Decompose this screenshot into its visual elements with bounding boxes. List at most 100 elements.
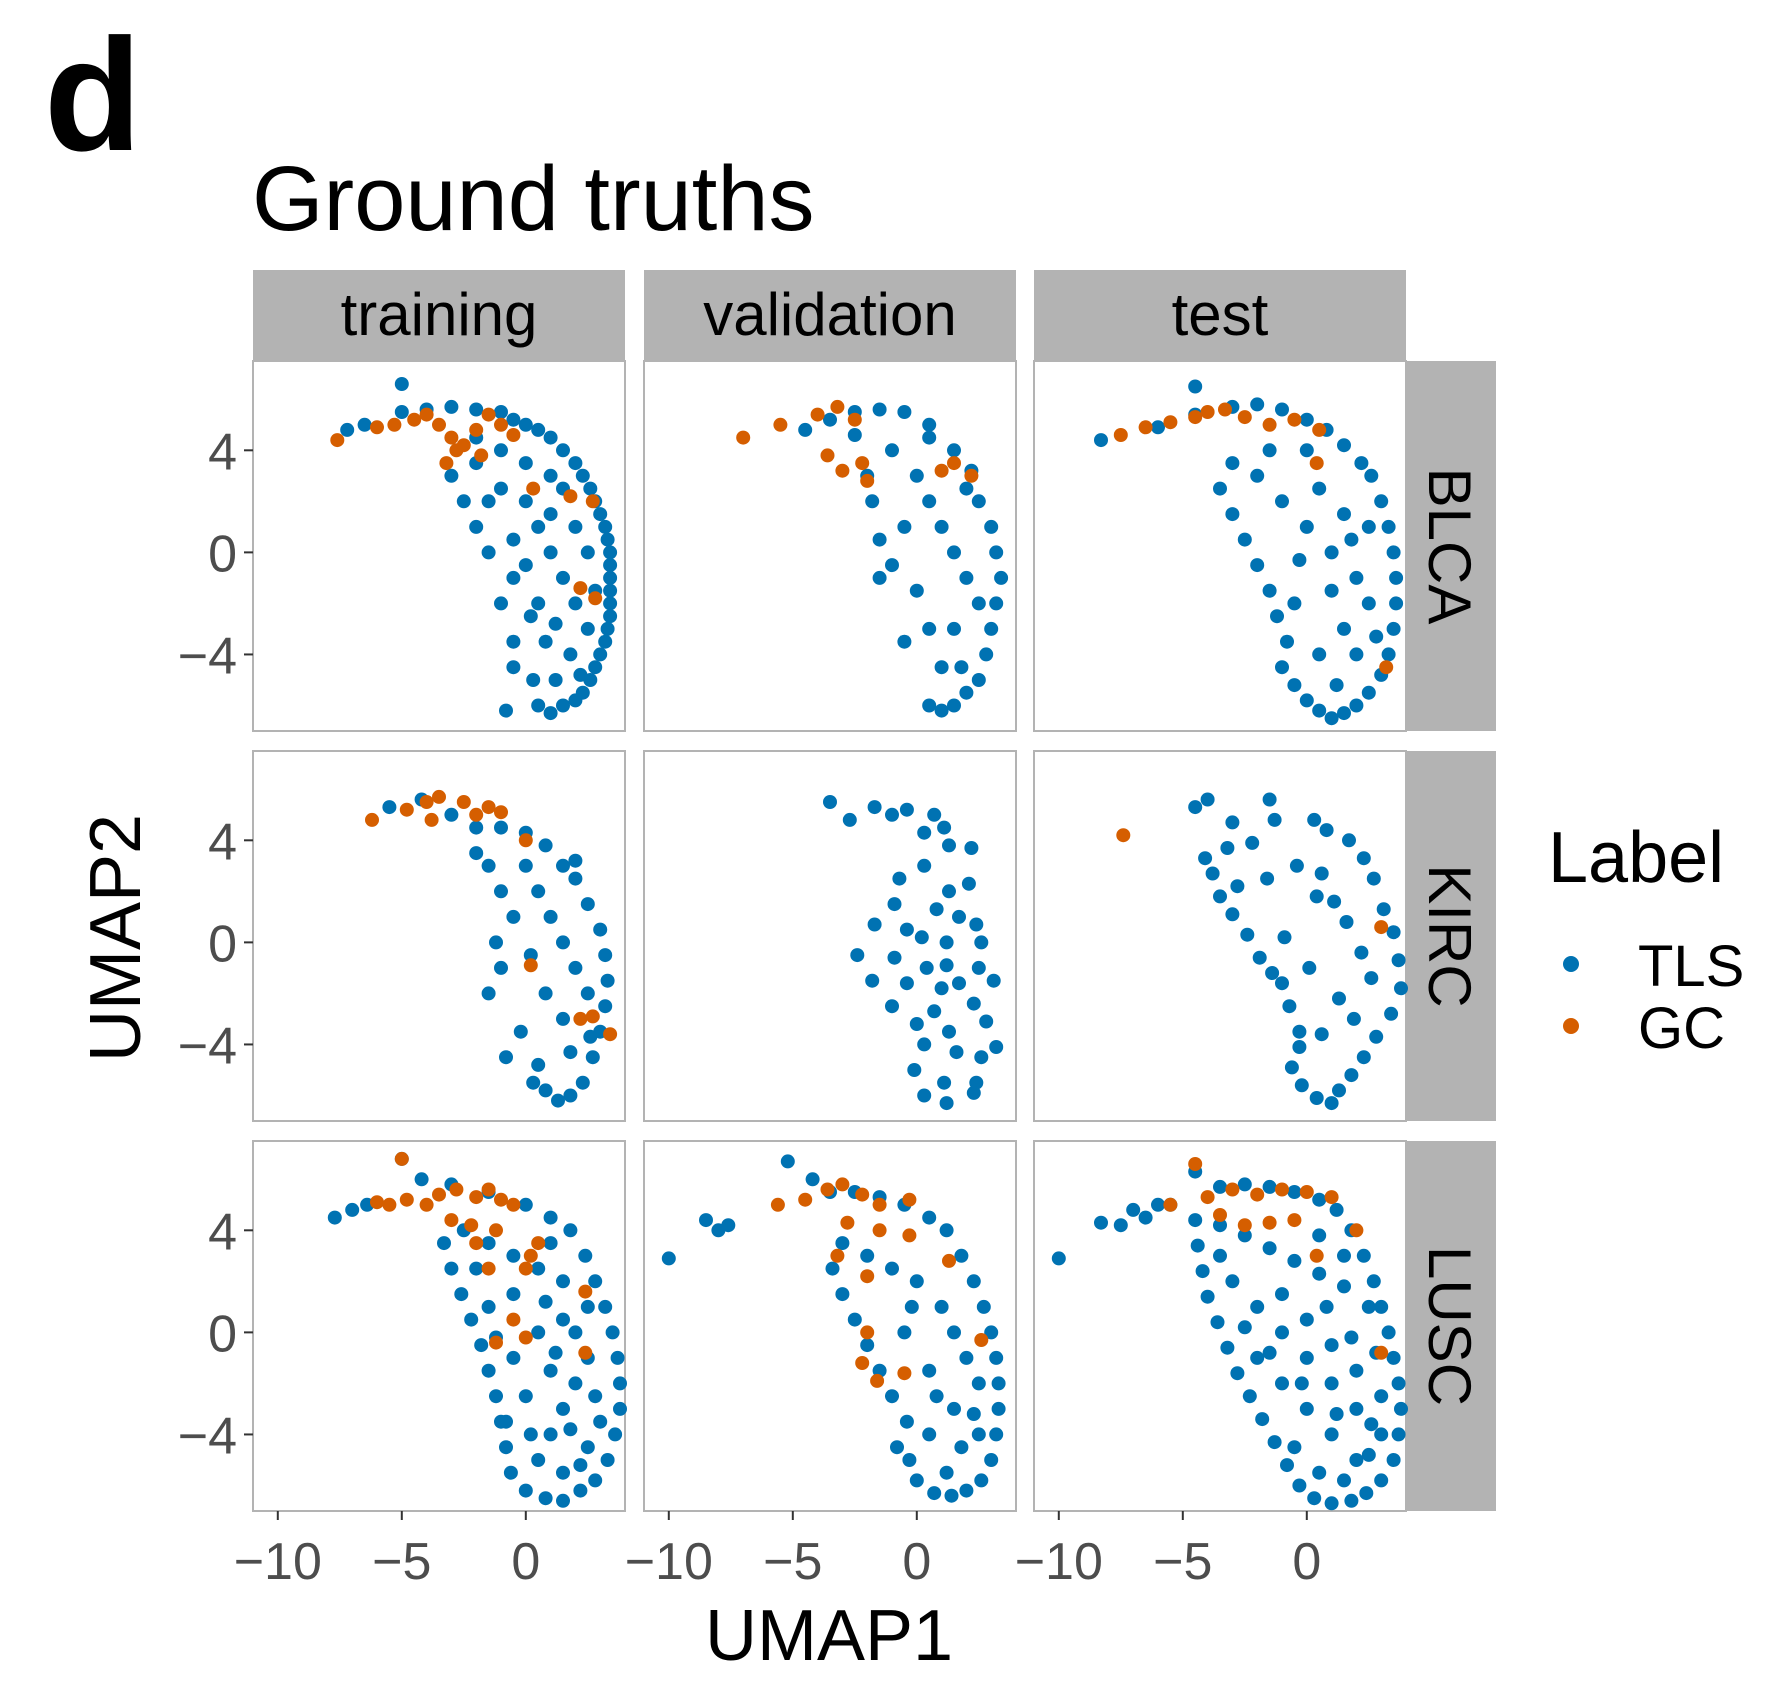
- point-tls: [1200, 792, 1215, 807]
- point-tls: [1337, 507, 1351, 522]
- point-tls: [939, 1223, 954, 1238]
- point-gc: [1379, 660, 1394, 675]
- point-tls: [1384, 1006, 1399, 1021]
- y-tick-label: 0: [208, 1305, 237, 1363]
- point-tls: [971, 673, 986, 687]
- panel-test-BLCA: [1033, 360, 1407, 732]
- point-tls: [583, 481, 598, 496]
- point-tls: [1188, 1213, 1203, 1228]
- point-tls: [523, 1427, 538, 1442]
- point-gc: [942, 1253, 956, 1268]
- point-tls: [897, 1325, 912, 1340]
- point-tls: [1250, 1350, 1265, 1365]
- point-tls: [1287, 678, 1302, 693]
- point-tls: [494, 481, 508, 496]
- x-axis: −10 −5 0 −10 −5 0 −10 −5 0: [234, 1511, 1321, 1591]
- point-tls: [939, 1096, 954, 1111]
- point-gc: [1113, 428, 1128, 442]
- point-tls: [610, 1350, 625, 1365]
- point-tls: [971, 596, 986, 611]
- point-tls: [518, 417, 533, 432]
- point-tls: [1294, 1376, 1309, 1391]
- point-gc: [820, 1182, 835, 1197]
- point-tls: [1190, 1238, 1205, 1253]
- point-tls: [603, 558, 618, 573]
- point-tls: [1349, 570, 1364, 585]
- point-tls: [1200, 1289, 1215, 1304]
- point-tls: [984, 519, 999, 534]
- point-tls: [1237, 532, 1252, 547]
- strip-bg-row-LUSC: [1406, 1141, 1496, 1511]
- point-tls: [1262, 443, 1277, 458]
- point-tls: [959, 1483, 974, 1498]
- point-tls: [588, 660, 603, 675]
- point-tls: [1275, 1376, 1289, 1391]
- point-tls: [966, 1085, 981, 1100]
- point-tls: [580, 545, 595, 560]
- point-tls: [548, 616, 563, 631]
- point-tls: [989, 596, 1004, 611]
- point-tls: [1275, 402, 1289, 417]
- legend-label-gc: GC: [1638, 996, 1725, 1061]
- point-gc: [1188, 1157, 1203, 1171]
- point-tls: [1312, 1266, 1327, 1281]
- point-tls: [543, 1210, 558, 1225]
- point-gc: [518, 1330, 533, 1345]
- point-tls: [1339, 915, 1354, 929]
- point-tls: [867, 800, 882, 815]
- point-tls: [971, 1427, 986, 1442]
- point-tls: [551, 1093, 565, 1108]
- point-gc: [1349, 1223, 1364, 1238]
- point-tls: [1213, 1218, 1227, 1233]
- strip-bg-row-KIRC: [1406, 751, 1496, 1121]
- point-tls: [1389, 596, 1404, 611]
- point-tls: [1356, 1248, 1371, 1263]
- point-gc: [365, 812, 379, 827]
- facet-col-label-training: training: [341, 281, 538, 348]
- point-tls: [937, 1075, 952, 1090]
- point-tls: [1337, 438, 1351, 453]
- point-tls: [1280, 1458, 1294, 1473]
- point-gc: [1324, 1190, 1339, 1205]
- point-tls: [939, 935, 954, 950]
- point-gc: [449, 1182, 464, 1197]
- point-gc: [456, 795, 471, 809]
- point-tls: [1287, 596, 1302, 611]
- point-tls: [605, 1325, 620, 1340]
- point-tls: [556, 570, 570, 585]
- point-gc: [432, 1187, 446, 1202]
- point-gc: [481, 1182, 496, 1197]
- point-gc: [330, 433, 345, 448]
- point-tls: [556, 1465, 570, 1480]
- point-gc: [481, 407, 496, 422]
- point-tls: [971, 494, 986, 509]
- point-tls: [1094, 1215, 1108, 1230]
- point-tls: [1287, 1185, 1302, 1199]
- point-tls: [437, 1236, 451, 1251]
- point-tls: [1275, 1287, 1289, 1302]
- point-tls: [481, 545, 496, 560]
- point-gc: [585, 494, 600, 509]
- point-tls: [543, 468, 558, 483]
- point-tls: [603, 570, 618, 585]
- point-tls: [1344, 1330, 1359, 1345]
- point-tls: [327, 1210, 342, 1225]
- point-tls: [543, 545, 558, 560]
- point-tls: [444, 807, 459, 822]
- point-tls: [1389, 570, 1404, 585]
- point-tls: [927, 1486, 942, 1501]
- point-tls: [954, 1248, 969, 1263]
- point-tls: [469, 820, 484, 835]
- point-gc: [974, 1333, 989, 1347]
- point-tls: [494, 820, 508, 835]
- point-tls: [899, 1414, 914, 1429]
- point-gc: [835, 1177, 850, 1192]
- point-tls: [984, 621, 999, 636]
- point-tls: [805, 1172, 820, 1187]
- point-gc: [1213, 1208, 1227, 1222]
- point-tls: [481, 1299, 496, 1314]
- point-tls: [885, 558, 899, 573]
- y-tick-label: 0: [208, 915, 237, 973]
- point-tls: [394, 405, 409, 419]
- point-tls: [1299, 693, 1314, 708]
